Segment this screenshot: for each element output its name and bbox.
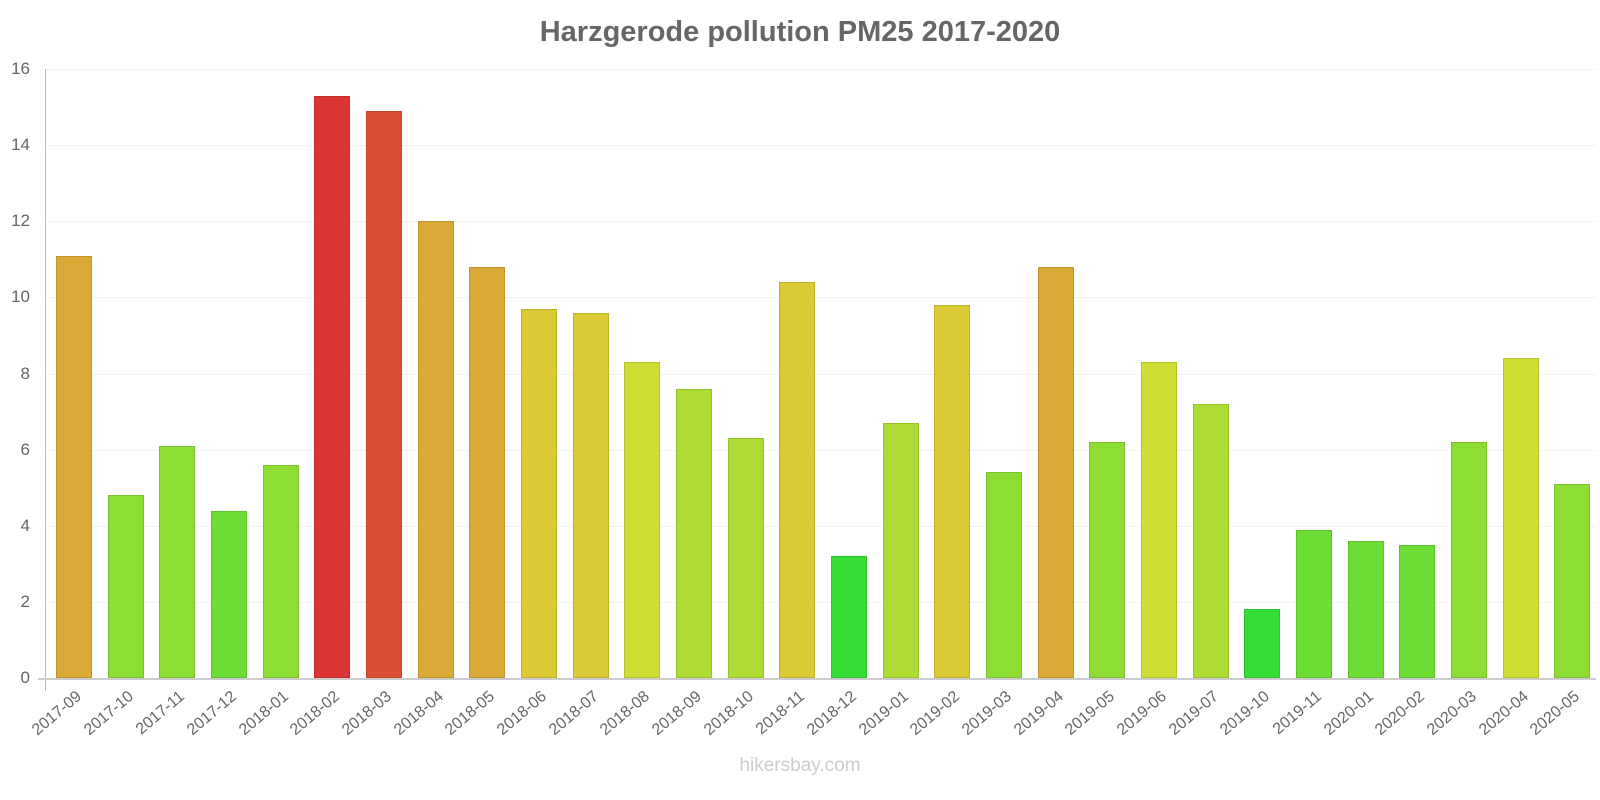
x-tick-label: 2017-11 — [133, 688, 189, 739]
y-tick-label: 2 — [20, 591, 30, 611]
bar-2018-11[interactable] — [779, 282, 816, 678]
bar-2019-07[interactable] — [1192, 403, 1229, 678]
x-tick-label: 2018-04 — [390, 688, 447, 739]
bar-2018-05[interactable] — [469, 266, 506, 678]
gridline — [46, 525, 1596, 527]
chart-title: Harzgerode pollution PM25 2017-2020 — [539, 16, 1061, 48]
x-tick-label: 2019-03 — [958, 688, 1015, 739]
y-tick-label: 0 — [20, 668, 30, 687]
x-tick-label: 2018-10 — [700, 688, 757, 739]
x-axis-line — [38, 678, 1596, 680]
bar-2017-11[interactable] — [159, 445, 196, 678]
x-tick-label: 2020-04 — [1475, 688, 1532, 739]
bar-2019-11[interactable] — [1295, 529, 1332, 678]
bar-2020-01[interactable] — [1347, 540, 1384, 678]
gridline — [46, 221, 1596, 223]
bar-2020-04[interactable] — [1502, 358, 1539, 678]
bar-2020-05[interactable] — [1554, 483, 1591, 678]
gridline — [46, 373, 1596, 375]
x-tick-label: 2019-10 — [1217, 688, 1274, 739]
x-tick-label: 2018-06 — [493, 688, 550, 739]
bar-2019-06[interactable] — [1140, 362, 1177, 678]
gridline — [46, 449, 1596, 451]
bar-2020-03[interactable] — [1450, 442, 1487, 678]
y-tick-label: 4 — [20, 515, 30, 535]
x-tick-label: 2018-07 — [545, 688, 602, 739]
x-tick-label: 2018-12 — [803, 688, 860, 739]
x-tick-label: 2019-07 — [1165, 688, 1222, 739]
x-tick-label: 2019-11 — [1269, 688, 1325, 739]
bar-2017-09[interactable] — [55, 255, 92, 678]
bar-2019-04[interactable] — [1037, 266, 1074, 678]
x-tick-label: 2019-05 — [1062, 688, 1119, 739]
y-tick-label: 14 — [11, 135, 30, 155]
bar-2019-05[interactable] — [1089, 442, 1126, 678]
x-tick-label: 2019-02 — [907, 688, 964, 739]
bar-2018-12[interactable] — [830, 556, 867, 678]
x-tick-label: 2017-10 — [80, 688, 137, 739]
bar-2019-02[interactable] — [934, 304, 971, 678]
x-tick-label: 2018-08 — [597, 688, 654, 739]
y-tick-label: 16 — [11, 59, 30, 78]
x-tick-label: 2020-05 — [1527, 688, 1584, 739]
plot-area — [46, 69, 1596, 679]
bar-2018-09[interactable] — [675, 388, 712, 678]
bar-2018-10[interactable] — [727, 438, 764, 678]
watermark: hikersbay.com — [739, 755, 861, 776]
bar-2018-03[interactable] — [365, 110, 402, 678]
bar-2018-08[interactable] — [624, 362, 661, 678]
x-tick-label: 2018-09 — [648, 688, 705, 739]
x-tick-label: 2020-03 — [1423, 688, 1480, 739]
x-tick-label: 2018-02 — [287, 688, 344, 739]
bar-2019-10[interactable] — [1244, 609, 1281, 678]
x-tick-label: 2018-11 — [753, 688, 809, 739]
x-tick-label: 2020-02 — [1372, 688, 1429, 739]
bar-2019-03[interactable] — [985, 472, 1022, 678]
x-tick-label: 2019-04 — [1010, 688, 1067, 739]
y-tick-label: 10 — [11, 287, 30, 307]
y-axis-line — [45, 69, 46, 691]
bar-2018-01[interactable] — [262, 464, 299, 678]
gridline — [46, 69, 1596, 70]
gridline — [46, 145, 1596, 147]
bar-2017-10[interactable] — [107, 495, 144, 678]
x-tick-label: 2020-01 — [1320, 688, 1377, 739]
bar-2018-06[interactable] — [520, 308, 557, 678]
x-tick-label: 2017-09 — [28, 688, 85, 739]
x-tick-label: 2018-01 — [235, 688, 292, 739]
x-tick-label: 2019-01 — [855, 688, 912, 739]
bar-2020-02[interactable] — [1399, 544, 1436, 678]
bar-2018-02[interactable] — [314, 95, 351, 678]
x-tick-label: 2018-03 — [338, 688, 395, 739]
y-tick-label: 12 — [11, 211, 30, 231]
y-tick-label: 6 — [20, 439, 30, 459]
bar-2019-01[interactable] — [882, 422, 919, 678]
gridline — [46, 297, 1596, 299]
bar-2018-07[interactable] — [572, 312, 609, 678]
bar-2017-12[interactable] — [210, 510, 247, 678]
x-tick-label: 2018-05 — [442, 688, 499, 739]
x-tick-label: 2019-06 — [1113, 688, 1170, 739]
y-tick-label: 8 — [20, 363, 30, 383]
x-tick-label: 2017-12 — [183, 688, 240, 739]
gridline — [46, 601, 1596, 603]
bar-2018-04[interactable] — [417, 221, 454, 678]
